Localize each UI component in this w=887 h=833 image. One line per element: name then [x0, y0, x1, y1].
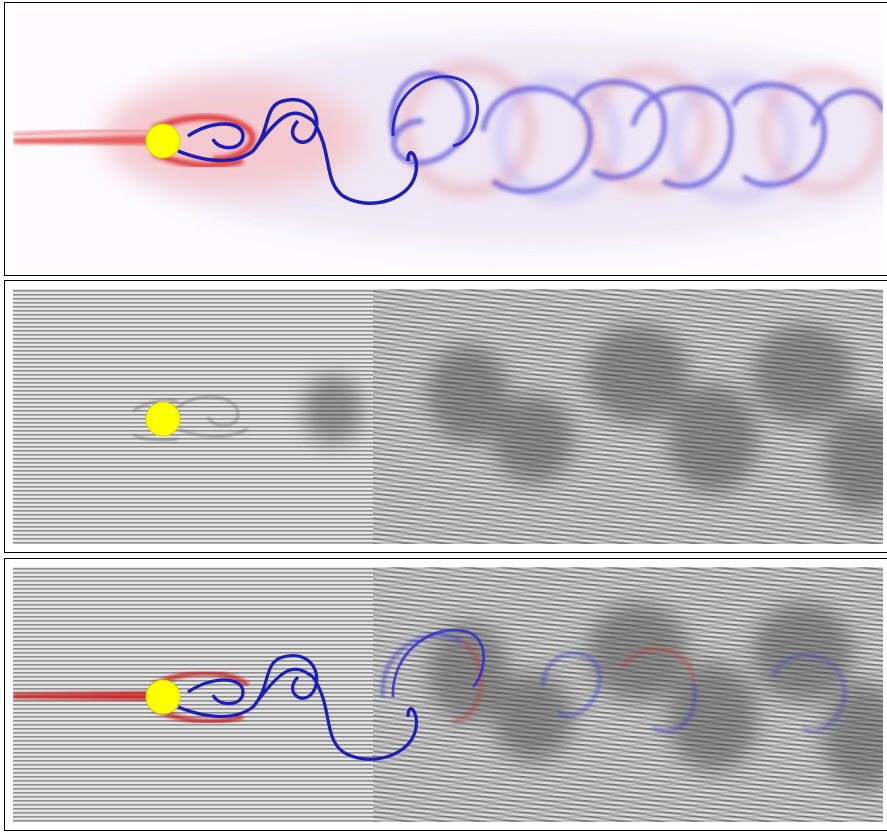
- overlay-panel: [4, 558, 887, 831]
- lic-texture-image: [13, 289, 883, 544]
- lic-panel: [4, 280, 887, 553]
- vorticity-panel: [4, 2, 887, 276]
- vorticity-field-image: [13, 11, 883, 269]
- cylinder-obstacle: [145, 679, 181, 715]
- lic-vorticity-overlay-image: [13, 567, 883, 822]
- cylinder-obstacle: [145, 401, 181, 437]
- cylinder-obstacle: [145, 123, 181, 159]
